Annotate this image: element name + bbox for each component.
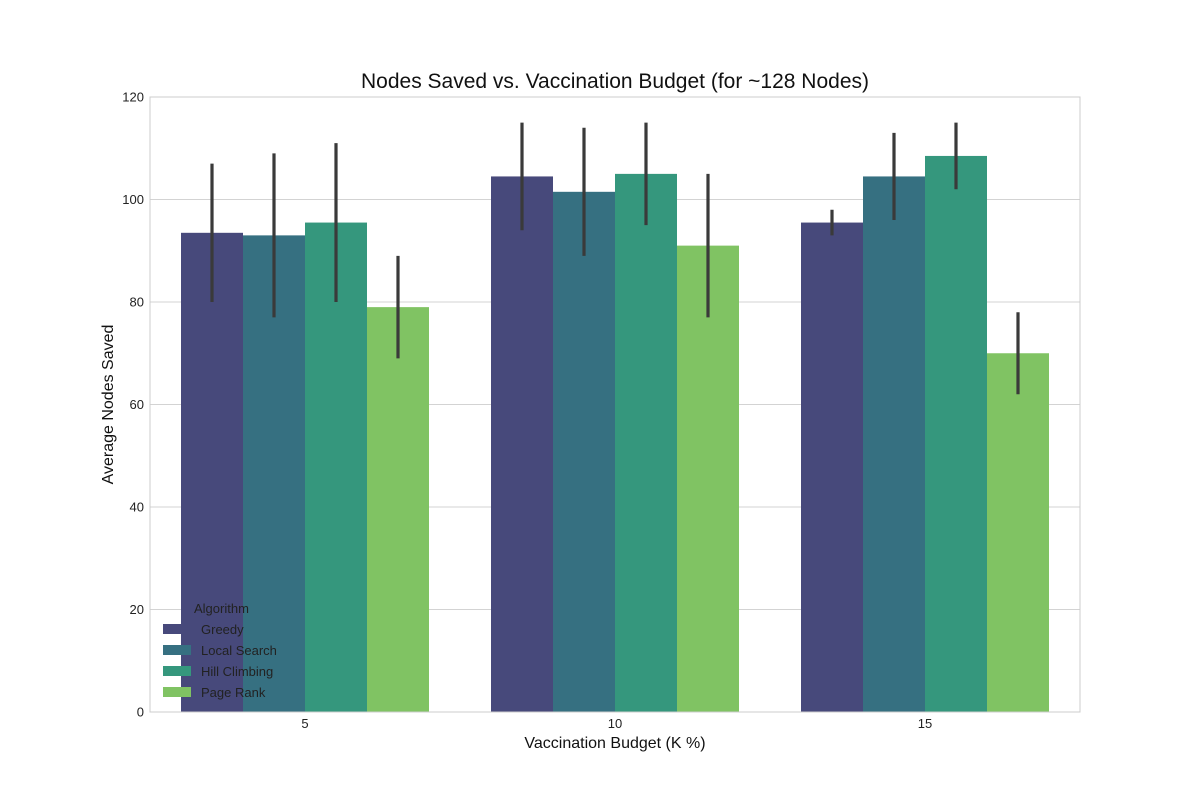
bar (491, 176, 553, 712)
legend-label: Page Rank (201, 685, 266, 700)
bar (615, 173, 677, 712)
chart-title: Nodes Saved vs. Vaccination Budget (for … (361, 70, 869, 93)
bar (367, 307, 429, 712)
legend: Algorithm Greedy Local Search Hill Climbin… (163, 601, 277, 700)
bar (305, 222, 367, 712)
x-tick-label: 15 (918, 716, 932, 731)
plot-frame (149, 96, 1081, 713)
x-tick-label: 5 (301, 716, 308, 731)
bar (863, 176, 925, 712)
bar (677, 245, 739, 712)
y-axis-label: Average Nodes Saved (100, 325, 117, 485)
y-tick-label: 120 (122, 90, 144, 105)
legend-label: Greedy (201, 622, 244, 637)
legend-swatch (163, 645, 191, 655)
x-axis-ticks: 5 10 15 (301, 716, 932, 731)
legend-label: Hill Climbing (201, 664, 273, 679)
bar (925, 155, 987, 712)
bar (553, 191, 615, 712)
bar (801, 222, 863, 712)
legend-swatch (163, 666, 191, 676)
legend-label: Local Search (201, 643, 277, 658)
y-tick-label: 100 (122, 192, 144, 207)
bar (181, 232, 243, 712)
y-tick-label: 0 (137, 705, 144, 720)
x-axis-label: Vaccination Budget (K %) (524, 735, 705, 752)
x-tick-label: 10 (608, 716, 622, 731)
legend-swatch (163, 687, 191, 697)
y-tick-label: 20 (130, 602, 144, 617)
y-tick-label: 80 (130, 295, 144, 310)
legend-swatch (163, 624, 191, 634)
y-axis-ticks: 0 20 40 60 80 100 120 (122, 90, 144, 720)
error-bars (210, 122, 1020, 395)
bars (181, 155, 1049, 712)
y-tick-label: 40 (130, 500, 144, 515)
y-tick-label: 60 (130, 397, 144, 412)
legend-title: Algorithm (194, 601, 249, 616)
bar (987, 353, 1049, 712)
